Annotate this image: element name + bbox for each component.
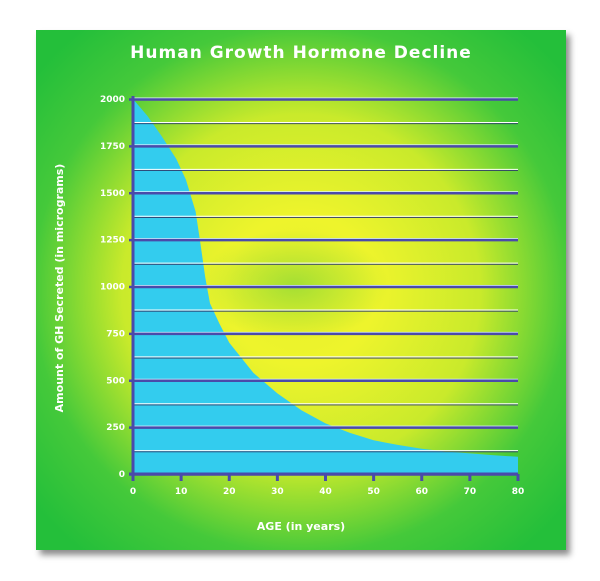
x-tick-label: 60 <box>415 487 428 497</box>
y-tick-label: 750 <box>106 329 125 339</box>
y-tick-label: 2000 <box>100 95 125 105</box>
y-tick-label: 1250 <box>100 236 125 246</box>
x-tick-label: 10 <box>175 487 188 497</box>
chart-svg: Human Growth Hormone Decline 02505007501… <box>36 30 566 550</box>
chart-panel: Human Growth Hormone Decline 0 250 500 750 1… <box>36 30 566 550</box>
y-tick-label: 500 <box>106 376 125 386</box>
y-tick-label: 250 <box>106 423 125 433</box>
y-tick-label: 1750 <box>100 142 125 152</box>
x-tick-label: 20 <box>223 487 236 497</box>
x-tick-label: 30 <box>271 487 284 497</box>
y-axis-title: Amount of GH Secreted (in micrograms) <box>53 164 66 413</box>
x-tick-label: 50 <box>367 487 380 497</box>
y-tick-label: 0 <box>119 470 125 480</box>
y-tick-label: 1500 <box>100 189 125 199</box>
x-axis-title: AGE (in years) <box>257 520 345 533</box>
x-tick-label: 80 <box>512 487 525 497</box>
x-tick-label: 70 <box>464 487 477 497</box>
x-tick-label: 0 <box>130 487 136 497</box>
chart-title: Human Growth Hormone Decline <box>130 43 472 63</box>
y-tick-label: 1000 <box>100 283 125 293</box>
plot-area: 0 250 500 750 1000 1250 1500 1750 2000 0 10 20 30 40 5… <box>100 95 524 497</box>
x-tick-label: 40 <box>319 487 332 497</box>
